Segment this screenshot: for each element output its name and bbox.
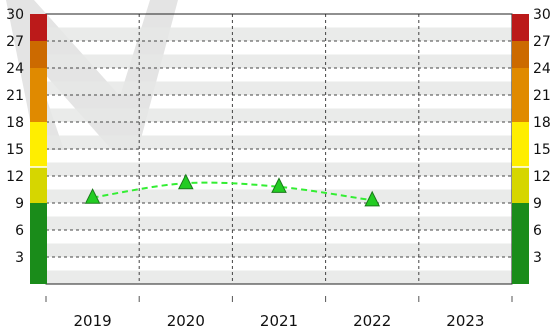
left-scale-band	[30, 14, 47, 41]
right-scale-band	[512, 167, 529, 203]
right-scale-band	[512, 68, 529, 122]
left-scale-band	[30, 68, 47, 122]
plot-stripe	[46, 27, 512, 41]
plot-background-stripes	[46, 27, 512, 284]
left-y-tick-label: 18	[6, 115, 24, 131]
right-scale-band	[512, 41, 529, 68]
left-y-tick-label: 15	[6, 142, 24, 158]
x-tick-label: 2022	[353, 312, 391, 330]
plot-stripe	[46, 108, 512, 122]
right-y-tick-label: 12	[533, 169, 551, 185]
left-scale-band	[30, 203, 47, 284]
left-y-tick-label: 12	[6, 169, 24, 185]
right-y-axis: 3 6 9 12 15 18 21 24 27 30	[533, 7, 551, 266]
right-scale-band	[512, 14, 529, 41]
left-y-tick-label: 24	[6, 61, 24, 77]
plot-stripe	[46, 189, 512, 203]
x-tick-label: 2021	[260, 312, 298, 330]
right-scale-band	[512, 203, 529, 284]
left-scale-band	[30, 122, 47, 167]
data-point-marker	[271, 177, 287, 193]
x-tick-label: 2020	[167, 312, 205, 330]
data-point-marker	[177, 173, 194, 190]
left-y-tick-label: 27	[6, 34, 24, 50]
left-y-tick-label: 30	[6, 7, 24, 23]
plot-stripe	[46, 162, 512, 176]
left-scale-band	[30, 41, 47, 68]
data-point-marker	[364, 190, 381, 207]
right-scale-band	[512, 122, 529, 167]
right-y-tick-label: 21	[533, 88, 551, 104]
left-color-scale	[30, 14, 47, 284]
left-scale-band	[30, 167, 47, 203]
left-y-tick-label: 3	[15, 250, 24, 266]
x-axis: 2019 2020 2021 2022 2023	[45, 296, 513, 330]
plot-stripe	[46, 243, 512, 257]
data-point-marker	[84, 188, 101, 204]
left-y-tick-label: 6	[15, 223, 24, 239]
plot-stripe	[46, 216, 512, 230]
right-y-tick-label: 18	[533, 115, 551, 131]
plot-stripe	[46, 54, 512, 68]
x-tick-label: 2023	[446, 312, 484, 330]
left-y-axis: 3 6 9 12 15 18 21 24 27 30	[6, 7, 24, 266]
plot-stripe	[46, 81, 512, 95]
series-line	[92, 181, 373, 202]
right-y-tick-label: 6	[533, 223, 542, 239]
right-y-tick-label: 27	[533, 34, 551, 50]
right-y-tick-label: 9	[533, 196, 542, 212]
right-y-tick-label: 15	[533, 142, 551, 158]
grid-lines	[46, 13, 512, 284]
x-tick-label: 2019	[74, 312, 112, 330]
right-y-tick-label: 3	[533, 250, 542, 266]
right-y-tick-label: 30	[533, 7, 551, 23]
right-y-tick-label: 24	[533, 61, 551, 77]
plot-stripe	[46, 270, 512, 284]
left-y-tick-label: 21	[6, 88, 24, 104]
series	[84, 173, 381, 207]
left-y-tick-label: 9	[15, 196, 24, 212]
right-color-scale	[512, 14, 529, 284]
plot-stripe	[46, 135, 512, 149]
